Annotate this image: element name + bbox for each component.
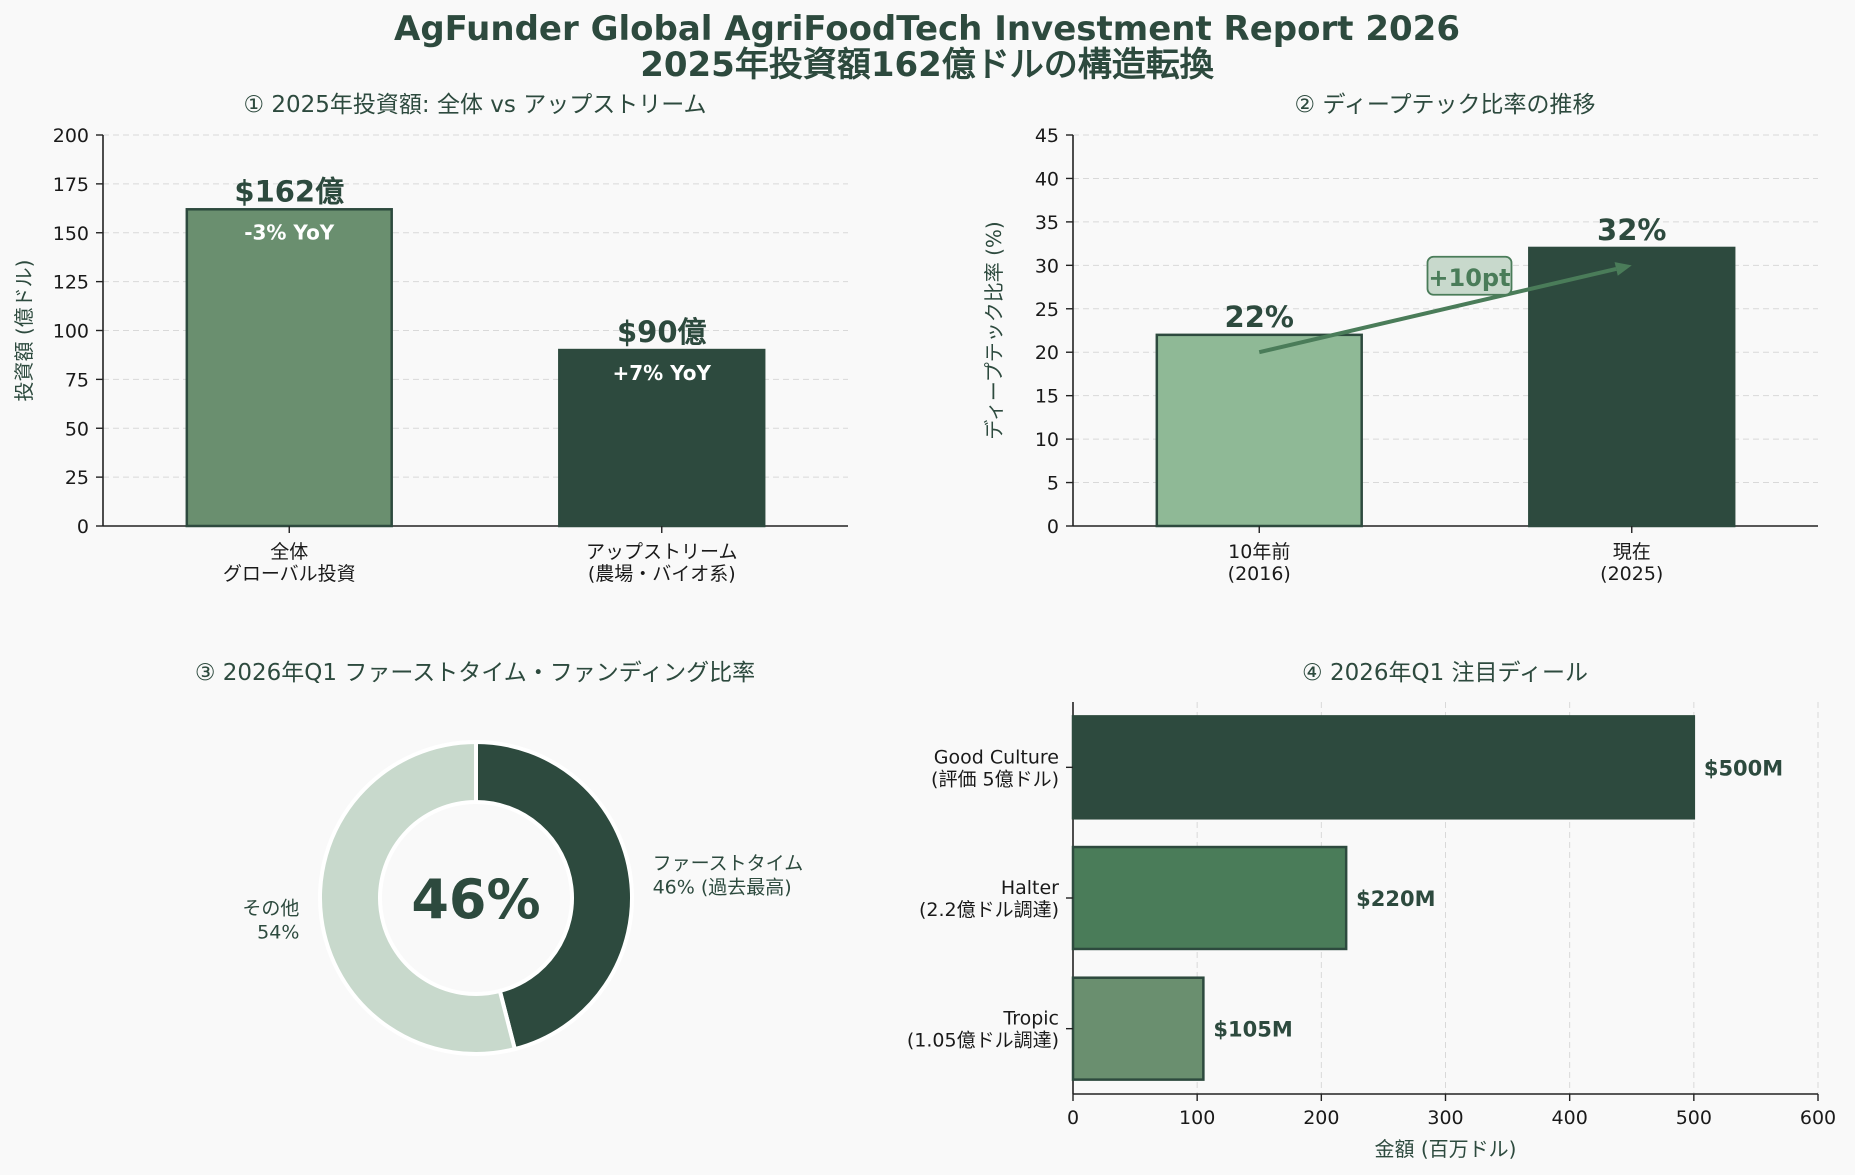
panel2-title: ② ディープテック比率の推移 — [1295, 92, 1596, 118]
p2-value-label-1: 32% — [1597, 213, 1666, 247]
p2-xtick-label: 10年前 — [1228, 541, 1290, 563]
p1-ytick-label: 175 — [53, 174, 89, 196]
p4-ytick-label: (2.2億ドル調達) — [919, 899, 1059, 921]
p4-xtick-label: 300 — [1427, 1107, 1463, 1129]
p2-trend-arrowhead — [1614, 262, 1632, 276]
p2-ytick-label: 5 — [1047, 473, 1059, 495]
p1-ytick-label: 25 — [65, 467, 89, 489]
figure-title-line1: AgFunder Global AgriFoodTech Investment … — [394, 9, 1460, 49]
p3-slice-1 — [318, 739, 518, 1056]
p3-center-label: 46% — [411, 868, 540, 931]
p2-ytick-label: 45 — [1035, 125, 1059, 147]
p2-ylabel: ディープテック比率 (%) — [982, 221, 1006, 439]
p1-inner-label-1: +7% YoY — [612, 361, 711, 385]
p1-xtick-label: グローバル投資 — [223, 563, 356, 585]
p4-xtick-label: 600 — [1800, 1107, 1836, 1129]
p1-xtick-label: (農場・バイオ系) — [588, 563, 736, 585]
p4-value-label-0: $500M — [1704, 756, 1783, 780]
p4-xtick-label: 200 — [1303, 1107, 1339, 1129]
p4-ytick-label: (評価 5億ドル) — [931, 768, 1059, 790]
p3-slice-label-1: その他 — [242, 897, 299, 919]
p2-ytick-label: 30 — [1035, 255, 1059, 277]
p4-ytick-label: Good Culture — [934, 746, 1059, 768]
p2-ytick-label: 10 — [1035, 429, 1059, 451]
panel3-title: ③ 2026年Q1 ファーストタイム・ファンディング比率 — [195, 660, 755, 686]
p4-bar-2 — [1071, 976, 1205, 1081]
p2-ytick-label: 25 — [1035, 299, 1059, 321]
p4-value-label-1: $220M — [1356, 887, 1435, 911]
p4-xlabel: 金額 (百万ドル) — [1375, 1137, 1517, 1161]
p4-xtick-label: 0 — [1067, 1107, 1079, 1129]
p3-slice-label-0: ファーストタイム — [653, 853, 804, 875]
p2-value-label-0: 22% — [1225, 300, 1294, 334]
p2-xtick-label: 現在 — [1613, 541, 1651, 563]
panel-notable-deals: ④ 2026年Q1 注目ディール 0 100 200 300 400 500 600 金額 (… — [907, 660, 1836, 1161]
p1-ytick-label: 100 — [53, 321, 89, 343]
p3-slice-sublabel-1: 54% — [257, 921, 299, 943]
p1-ytick-label: 200 — [53, 125, 89, 147]
p1-ytick-label: 0 — [77, 516, 89, 538]
panel-first-time-donut: ③ 2026年Q1 ファーストタイム・ファンディング比率 ファーストタイム46%… — [195, 660, 804, 1056]
p4-ytick-label: Halter — [1001, 877, 1059, 899]
p1-xtick-label: アップストリーム — [586, 541, 737, 563]
p2-bar-0 — [1155, 333, 1363, 528]
p2-xtick-label: (2025) — [1600, 563, 1663, 585]
p3-slice-0 — [474, 739, 635, 1052]
p2-ytick-label: 20 — [1035, 342, 1059, 364]
panel4-title: ④ 2026年Q1 注目ディール — [1302, 660, 1588, 686]
p4-xtick-label: 100 — [1179, 1107, 1215, 1129]
p2-ytick-label: 15 — [1035, 386, 1059, 408]
p4-xtick-label: 500 — [1676, 1107, 1712, 1129]
p1-bar-0 — [185, 208, 393, 528]
p1-value-label-0: $162億 — [234, 174, 344, 208]
p4-bar-1 — [1071, 845, 1348, 951]
p1-ytick-label: 125 — [53, 272, 89, 294]
p2-annotation-box — [1426, 255, 1513, 296]
p1-bar-1 — [558, 348, 766, 528]
p1-value-label-1: $90億 — [617, 315, 707, 349]
p2-ytick-label: 0 — [1047, 516, 1059, 538]
p4-ytick-label: (1.05億ドル調達) — [907, 1030, 1059, 1052]
p2-annotation-label: +10pt — [1428, 264, 1510, 292]
p2-trend-arrow-line — [1258, 267, 1617, 355]
figure-title-line2: 2025年投資額162億ドルの構造転換 — [640, 45, 1215, 85]
panel1-title: ① 2025年投資額: 全体 vs アップストリーム — [243, 92, 706, 118]
p4-bar-0 — [1071, 715, 1696, 820]
p1-ytick-label: 50 — [65, 418, 89, 440]
p1-inner-label-0: -3% YoY — [244, 220, 335, 244]
p4-xtick-label: 400 — [1552, 1107, 1588, 1129]
p1-ytick-label: 150 — [53, 223, 89, 245]
p1-xtick-label: 全体 — [270, 541, 308, 563]
p4-ytick-label: Tropic — [1002, 1008, 1059, 1030]
panel-investment-bars: ① 2025年投資額: 全体 vs アップストリーム 0 25 50 75 100 125… — [12, 92, 848, 585]
p2-ytick-label: 40 — [1035, 168, 1059, 190]
p2-ytick-label: 35 — [1035, 212, 1059, 234]
p1-ytick-label: 75 — [65, 369, 89, 391]
p2-bar-1 — [1528, 246, 1736, 528]
p3-slice-sublabel-0: 46% (過去最高) — [653, 877, 792, 899]
panel-deeptech-ratio: ② ディープテック比率の推移 0 5 10 15 20 25 30 35 40 45 ディープテック… — [982, 92, 1818, 585]
p4-value-label-2: $105M — [1213, 1018, 1292, 1042]
p1-ylabel: 投資額 (億ドル) — [12, 260, 36, 402]
p2-xtick-label: (2016) — [1228, 563, 1291, 585]
